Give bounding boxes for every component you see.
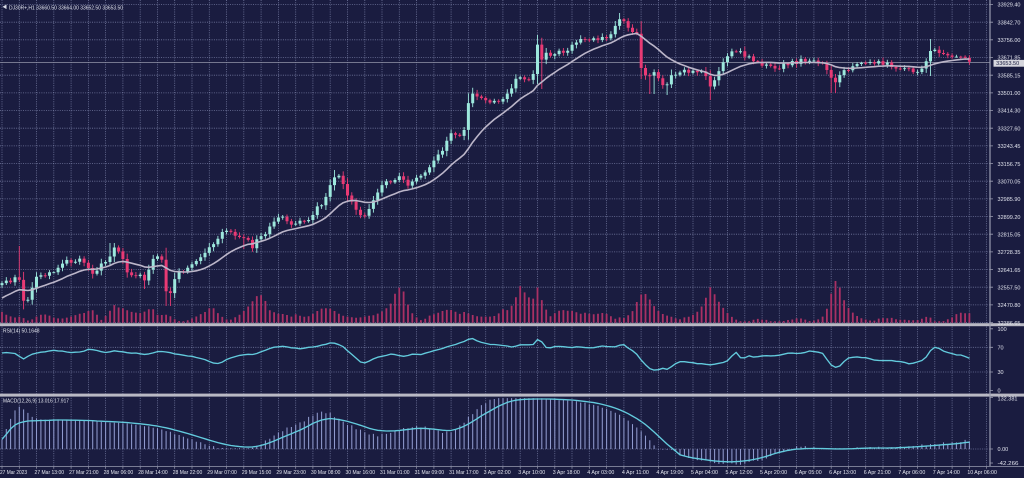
svg-text:-42.266: -42.266 (998, 461, 1019, 467)
svg-text:33414.30: 33414.30 (998, 109, 1021, 115)
svg-text:3 Apr 02:00: 3 Apr 02:00 (484, 470, 511, 476)
svg-text:33929.40: 33929.40 (998, 3, 1021, 9)
svg-text:4 Apr 11:00: 4 Apr 11:00 (622, 470, 649, 476)
svg-text:33842.70: 33842.70 (998, 20, 1021, 26)
svg-text:28 Mar 22:00: 28 Mar 22:00 (173, 470, 203, 476)
svg-text:0: 0 (998, 389, 1001, 395)
svg-text:3 Apr 10:00: 3 Apr 10:00 (518, 470, 545, 476)
svg-text:6 Apr 13:00: 6 Apr 13:00 (829, 470, 856, 476)
svg-text:33156.75: 33156.75 (998, 162, 1021, 168)
svg-text:7 Apr 14:00: 7 Apr 14:00 (933, 470, 960, 476)
svg-text:33501.00: 33501.00 (998, 91, 1021, 97)
svg-text:32470.80: 32470.80 (998, 303, 1021, 309)
svg-text:32815.05: 32815.05 (998, 232, 1021, 238)
svg-text:31 Mar 09:00: 31 Mar 09:00 (415, 470, 445, 476)
svg-text:6 Apr 21:00: 6 Apr 21:00 (864, 470, 891, 476)
svg-text:6 Apr 05:00: 6 Apr 05:00 (795, 470, 822, 476)
svg-text:29 Mar 23:00: 29 Mar 23:00 (276, 470, 306, 476)
svg-text:5 Apr 20:00: 5 Apr 20:00 (760, 470, 787, 476)
svg-text:28 Mar 14:00: 28 Mar 14:00 (138, 470, 168, 476)
svg-text:5 Apr 12:00: 5 Apr 12:00 (726, 470, 753, 476)
svg-text:MACD(12,26,9) 13.016 17.917: MACD(12,26,9) 13.016 17.917 (3, 399, 69, 405)
svg-text:10 Apr 06:00: 10 Apr 06:00 (967, 470, 997, 476)
svg-text:33327.60: 33327.60 (998, 126, 1021, 132)
svg-text:30 Mar 08:00: 30 Mar 08:00 (311, 470, 341, 476)
svg-text:32899.20: 32899.20 (998, 215, 1021, 221)
svg-text:RSI(14) 50.1648: RSI(14) 50.1648 (3, 329, 40, 335)
svg-text:33585.15: 33585.15 (998, 73, 1021, 79)
svg-text:33243.45: 33243.45 (998, 144, 1021, 150)
svg-text:5 Apr 04:00: 5 Apr 04:00 (691, 470, 718, 476)
svg-text:31 Mar 01:00: 31 Mar 01:00 (380, 470, 410, 476)
svg-text:33070.05: 33070.05 (998, 179, 1021, 185)
svg-text:33756.00: 33756.00 (998, 38, 1021, 44)
svg-text:4 Apr 19:00: 4 Apr 19:00 (656, 470, 683, 476)
svg-text:DJ30R+,H1 33660.50 33664.00 33: DJ30R+,H1 33660.50 33664.00 33652.50 336… (9, 5, 123, 11)
svg-text:29 Mar 15:00: 29 Mar 15:00 (242, 470, 272, 476)
svg-text:32641.65: 32641.65 (998, 268, 1021, 274)
svg-text:0.00: 0.00 (998, 447, 1009, 453)
svg-text:27 Mar 21:00: 27 Mar 21:00 (69, 470, 99, 476)
svg-text:3 Apr 18:00: 3 Apr 18:00 (553, 470, 580, 476)
svg-text:132.381: 132.381 (998, 396, 1018, 402)
svg-text:28 Mar 06:00: 28 Mar 06:00 (104, 470, 133, 476)
svg-text:32728.35: 32728.35 (998, 250, 1021, 256)
svg-text:27 Mar 13:00: 27 Mar 13:00 (35, 470, 65, 476)
svg-text:32985.90: 32985.90 (998, 197, 1021, 203)
svg-text:4 Apr 03:00: 4 Apr 03:00 (587, 470, 614, 476)
svg-text:31 Mar 17:00: 31 Mar 17:00 (449, 470, 479, 476)
svg-text:33671.85: 33671.85 (998, 56, 1021, 62)
svg-text:7 Apr 06:00: 7 Apr 06:00 (898, 470, 925, 476)
svg-text:100: 100 (998, 327, 1007, 333)
svg-text:30: 30 (998, 370, 1004, 376)
svg-text:70: 70 (998, 346, 1004, 352)
svg-text:27 Mar 2023: 27 Mar 2023 (0, 470, 27, 476)
svg-text:32386.65: 32386.65 (998, 321, 1021, 327)
svg-text:32557.50: 32557.50 (998, 285, 1021, 291)
svg-text:29 Mar 07:00: 29 Mar 07:00 (207, 470, 237, 476)
svg-text:33653.50: 33653.50 (996, 61, 1019, 67)
svg-text:30 Mar 16:00: 30 Mar 16:00 (346, 470, 376, 476)
